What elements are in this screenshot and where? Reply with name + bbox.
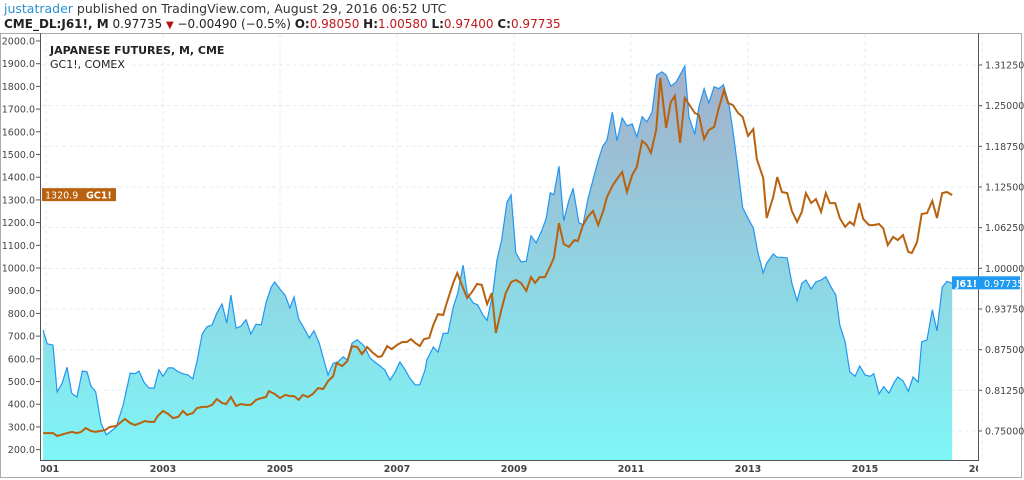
left-axis-tick-label: 1800.0 [2, 82, 35, 93]
symbol-info-bar: CME_DL:J61!, M 0.97735 ▼ −0.00490 (−0.5%… [4, 17, 561, 33]
left-axis-tick-label: 2000.0 [2, 37, 35, 48]
left-axis-tick-label: 300.0 [8, 422, 35, 433]
published-text: published on TradingView.com, August 29,… [76, 1, 447, 16]
price-change: −0.00490 (−0.5%) [177, 17, 291, 31]
time-axis[interactable]: 2001 2003 2005 2007 2009 2011 2013 2015 2017 [33, 464, 995, 475]
chart-subtitle: GC1!, COMEX [50, 58, 125, 71]
right-axis-tick-label: 1.18750 [985, 142, 1024, 153]
time-axis-label: 2001 [33, 464, 59, 475]
left-axis-tick-label: 1900.0 [2, 59, 35, 70]
left-axis-tick-label: 1300.0 [2, 195, 35, 206]
right-price-axis[interactable]: 1.31250 1.25000 1.18750 1.12500 1.06250 1.000… [978, 61, 1024, 438]
time-axis-label: 2007 [384, 464, 410, 475]
right-axis-tick-label: 1.06250 [985, 223, 1024, 234]
time-axis-label: 2013 [735, 464, 761, 475]
right-axis-tick-label: 1.00000 [985, 264, 1024, 275]
left-axis-tick-label: 500.0 [8, 377, 35, 388]
plot-area[interactable] [42, 63, 953, 460]
right-axis-tick-label: 0.87500 [985, 345, 1024, 356]
chart-title: JAPANESE FUTURES, M, CME [49, 44, 224, 57]
left-axis-tick-label: 1700.0 [2, 105, 35, 116]
yen-area-fill [43, 66, 953, 460]
publish-info: justatrader published on TradingView.com… [4, 1, 446, 16]
left-axis-tick-label: 600.0 [8, 354, 35, 365]
ohlc-close-label: C: [497, 17, 511, 31]
yen-series-line [42, 63, 953, 436]
left-axis-tick-label: 1400.0 [2, 173, 35, 184]
yen-price-badge [952, 276, 1020, 290]
right-axis-tick-label: 0.75000 [985, 426, 1024, 437]
gold-series-line [43, 77, 953, 438]
left-axis-tick-label: 1000.0 [2, 264, 35, 275]
time-axis-label: 2015 [852, 464, 878, 475]
yen-last-price: 0.97735 [984, 279, 1023, 290]
right-axis-tick-label: 1.25000 [985, 101, 1024, 112]
down-triangle-icon: ▼ [165, 20, 174, 31]
left-axis-tick-label: 1500.0 [2, 150, 35, 161]
left-axis-tick-label: 400.0 [8, 400, 35, 411]
author-link[interactable]: justatrader [4, 1, 73, 16]
ohlc-low-value: 0.97400 [443, 17, 494, 31]
ohlc-open-label: O: [294, 17, 310, 31]
left-axis-tick-label: 800.0 [8, 309, 35, 320]
left-price-axis[interactable]: 2000.0 1900.0 1800.0 1700.0 1600.0 1500.0 1400… [2, 37, 40, 457]
time-axis-label: 2017 [969, 464, 995, 475]
left-axis-tick-label: 900.0 [8, 286, 35, 297]
ohlc-high-label: H: [363, 17, 379, 31]
time-axis-label: 2003 [150, 464, 176, 475]
time-axis-label: 2011 [618, 464, 644, 475]
ohlc-high-value: 1.00580 [378, 17, 428, 31]
time-axis-label: 2009 [501, 464, 527, 475]
symbol-name: CME_DL:J61!, M [4, 17, 109, 31]
gold-symbol-label: GC1! [86, 191, 112, 202]
right-axis-tick-label: 1.12500 [985, 182, 1024, 193]
gold-last-price: 1320.9 [45, 191, 78, 202]
left-axis-tick-label: 1600.0 [2, 127, 35, 138]
left-axis-tick-label: 1100.0 [2, 241, 35, 252]
time-axis-label: 2005 [267, 464, 293, 475]
right-axis-tick-label: 0.93750 [985, 304, 1024, 315]
left-axis-tick-label: 200.0 [8, 445, 35, 456]
left-axis-tick-label: 1200.0 [2, 218, 35, 229]
ohlc-close-value: 0.97735 [510, 17, 561, 31]
right-axis-tick-label: 1.31250 [985, 61, 1024, 72]
yen-symbol-label: J61! [955, 279, 977, 290]
last-price: 0.97735 [112, 17, 163, 31]
gold-price-badge [42, 188, 116, 202]
right-axis-tick-label: 0.81250 [985, 386, 1024, 397]
price-badges: 1320.9 GC1! J61! 0.97735 [42, 188, 1023, 290]
ohlc-low-label: L: [431, 17, 444, 31]
left-axis-tick-label: 700.0 [8, 332, 35, 343]
ohlc-open-value: 0.98050 [309, 17, 360, 31]
